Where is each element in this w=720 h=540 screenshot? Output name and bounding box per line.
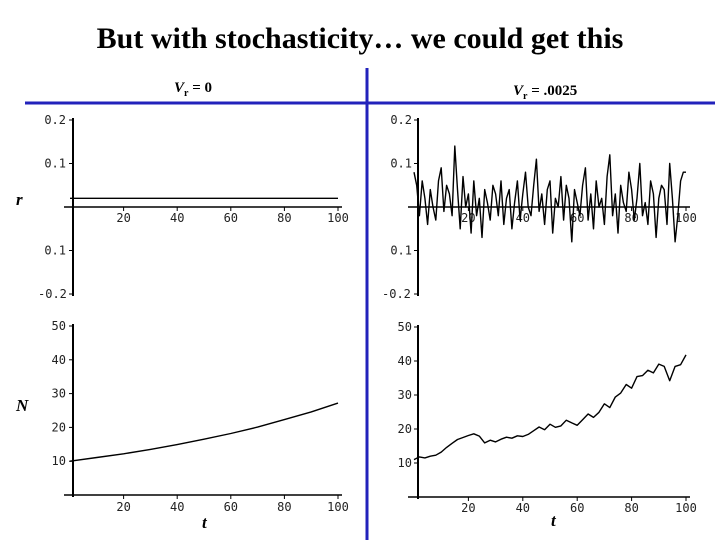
y-tick-label: -0.2 — [382, 287, 411, 301]
x-tick-label: 80 — [624, 501, 638, 515]
y-tick-label: 50 — [52, 319, 66, 333]
x-tick-label: 40 — [170, 500, 184, 514]
x-tick-label: 20 — [461, 211, 475, 225]
y-tick-label: 40 — [52, 353, 66, 367]
y-tick-label: 0.1 — [390, 244, 412, 258]
y-tick-label: 0.1 — [390, 157, 412, 171]
y-tick-label: 0.1 — [44, 157, 66, 171]
y-tick-label: 0.1 — [44, 244, 66, 258]
x-tick-label: 60 — [570, 501, 584, 515]
y-tick-label: 10 — [52, 454, 66, 468]
t-axis-label-right: t — [551, 511, 557, 530]
y-tick-label: 50 — [398, 320, 412, 334]
x-tick-label: 60 — [224, 211, 238, 225]
x-tick-label: 40 — [170, 211, 184, 225]
x-tick-label: 20 — [461, 501, 475, 515]
x-tick-label: 80 — [624, 211, 638, 225]
column-heading-right: Vr = .0025 — [513, 83, 577, 102]
y-tick-label: 20 — [52, 420, 66, 434]
x-tick-label: 80 — [277, 211, 291, 225]
t-axis-label-left: t — [202, 513, 208, 532]
n-axis-label: N — [15, 396, 29, 415]
x-tick-label: 20 — [116, 500, 130, 514]
r-axis-label: r — [16, 190, 23, 209]
y-tick-label: -0.2 — [38, 287, 67, 301]
y-tick-label: 40 — [398, 354, 412, 368]
y-tick-label: 30 — [52, 387, 66, 401]
series-line — [69, 402, 339, 462]
column-heading-left: Vr = 0 — [174, 80, 212, 99]
x-tick-label: 20 — [116, 211, 130, 225]
x-tick-label: 100 — [327, 211, 349, 225]
x-tick-label: 60 — [224, 500, 238, 514]
x-tick-label: 40 — [516, 211, 530, 225]
x-tick-label: 40 — [516, 501, 530, 515]
series-line — [413, 354, 687, 461]
x-tick-label: 100 — [675, 501, 697, 515]
y-tick-label: 20 — [398, 422, 412, 436]
y-tick-label: 0.2 — [44, 113, 66, 127]
series-line — [413, 145, 686, 243]
slide-title: But with stochasticity… we could get thi… — [96, 22, 624, 55]
x-tick-label: 100 — [675, 211, 697, 225]
y-tick-label: 0.2 — [390, 113, 412, 127]
y-tick-label: 10 — [398, 456, 412, 470]
x-tick-label: 80 — [277, 500, 291, 514]
y-tick-label: 30 — [398, 388, 412, 402]
x-tick-label: 100 — [327, 500, 349, 514]
